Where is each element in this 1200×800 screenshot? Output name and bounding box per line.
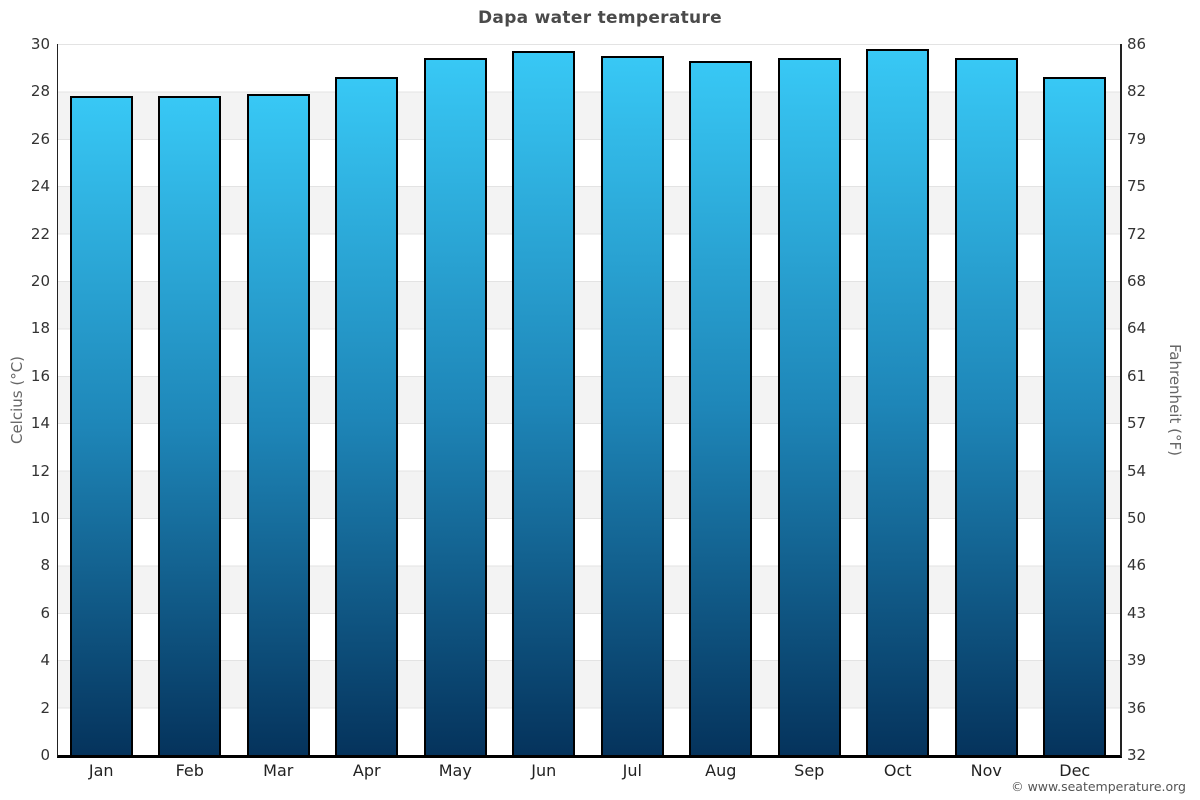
- month-label-jun: Jun: [531, 761, 557, 780]
- bar-jan[interactable]: [69, 96, 133, 755]
- celsius-tick-16: 16: [30, 366, 50, 385]
- month-label-jul: Jul: [622, 761, 642, 780]
- month-label-oct: Oct: [883, 761, 912, 780]
- bar-feb[interactable]: [158, 96, 222, 755]
- month-label-may: May: [438, 761, 472, 780]
- y-axis-title-celsius: Celcius (°C): [8, 355, 26, 445]
- month-label-aug: Aug: [705, 761, 737, 780]
- month-label-mar: Mar: [263, 761, 294, 780]
- celsius-tick-22: 22: [30, 224, 50, 243]
- celsius-tick-24: 24: [30, 177, 50, 196]
- chart-title: Dapa water temperature: [478, 8, 722, 28]
- plot-area: [57, 44, 1122, 758]
- celsius-tick-10: 10: [30, 509, 50, 527]
- bar-jun[interactable]: [512, 51, 576, 755]
- month-label-dec: Dec: [1059, 761, 1091, 780]
- bar-aug[interactable]: [689, 60, 753, 755]
- fahrenheit-tick-82: 82: [1127, 82, 1147, 101]
- celsius-tick-20: 20: [30, 272, 50, 290]
- fahrenheit-tick-46: 46: [1127, 556, 1147, 575]
- celsius-tick-12: 12: [30, 461, 50, 480]
- bar-apr[interactable]: [335, 77, 399, 755]
- bar-dec[interactable]: [1043, 77, 1107, 755]
- celsius-tick-6: 6: [40, 603, 50, 622]
- y-axis-title-fahrenheit: Fahrenheit (°F): [1166, 344, 1184, 456]
- fahrenheit-tick-32: 32: [1127, 746, 1147, 764]
- fahrenheit-tick-57: 57: [1127, 414, 1147, 433]
- fahrenheit-tick-36: 36: [1127, 698, 1147, 717]
- fahrenheit-tick-54: 54: [1127, 461, 1147, 480]
- celsius-tick-0: 0: [40, 746, 50, 764]
- fahrenheit-tick-50: 50: [1127, 509, 1147, 527]
- fahrenheit-tick-64: 64: [1127, 319, 1147, 338]
- bar-sep[interactable]: [777, 58, 841, 755]
- celsius-tick-4: 4: [40, 651, 50, 670]
- fahrenheit-tick-75: 75: [1127, 177, 1147, 196]
- fahrenheit-tick-79: 79: [1127, 129, 1147, 148]
- celsius-tick-14: 14: [30, 414, 50, 433]
- bar-jul[interactable]: [600, 55, 664, 755]
- celsius-tick-2: 2: [40, 698, 50, 717]
- copyright-attribution: © www.seatemperature.org: [1011, 779, 1186, 794]
- celsius-tick-28: 28: [30, 82, 50, 101]
- bar-nov[interactable]: [954, 58, 1018, 755]
- month-label-sep: Sep: [794, 761, 825, 780]
- fahrenheit-tick-43: 43: [1127, 603, 1147, 622]
- fahrenheit-tick-39: 39: [1127, 651, 1147, 670]
- fahrenheit-tick-72: 72: [1127, 224, 1147, 243]
- month-label-nov: Nov: [970, 761, 1002, 780]
- bar-oct[interactable]: [866, 48, 930, 755]
- month-label-feb: Feb: [175, 761, 204, 780]
- bar-mar[interactable]: [246, 93, 310, 755]
- fahrenheit-tick-68: 68: [1127, 272, 1147, 290]
- fahrenheit-tick-61: 61: [1127, 366, 1147, 385]
- bar-may[interactable]: [423, 58, 487, 755]
- fahrenheit-tick-86: 86: [1127, 35, 1147, 53]
- celsius-tick-18: 18: [30, 319, 50, 338]
- celsius-tick-8: 8: [40, 556, 50, 575]
- celsius-tick-26: 26: [30, 129, 50, 148]
- month-label-apr: Apr: [352, 761, 381, 780]
- celsius-tick-30: 30: [30, 35, 50, 53]
- month-label-jan: Jan: [88, 761, 114, 780]
